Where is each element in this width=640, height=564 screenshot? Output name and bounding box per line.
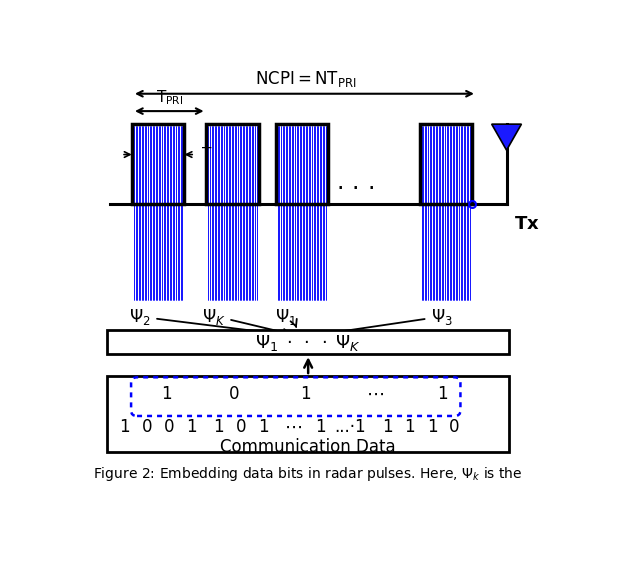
Text: 1: 1 xyxy=(382,418,393,437)
Bar xyxy=(276,124,328,205)
Bar xyxy=(132,124,184,205)
Text: ...·1: ...·1 xyxy=(335,418,366,437)
Bar xyxy=(207,124,259,205)
Text: Figure 2: Embedding data bits in radar pulses. Here, $\Psi_k$ is the: Figure 2: Embedding data bits in radar p… xyxy=(93,465,523,483)
Bar xyxy=(207,124,259,205)
Text: $\cdots$: $\cdots$ xyxy=(366,385,384,403)
Polygon shape xyxy=(492,124,522,150)
Text: 0: 0 xyxy=(449,418,460,437)
Text: T: T xyxy=(202,147,211,162)
FancyBboxPatch shape xyxy=(108,331,509,354)
Text: 1: 1 xyxy=(427,418,438,437)
Text: 0: 0 xyxy=(141,418,152,437)
Text: $\Psi_1$: $\Psi_1$ xyxy=(275,307,297,327)
Bar xyxy=(276,124,328,205)
Text: 1: 1 xyxy=(316,418,326,437)
Text: $\Psi_3$: $\Psi_3$ xyxy=(431,307,453,327)
Text: 0: 0 xyxy=(164,418,175,437)
Bar xyxy=(132,124,184,205)
Text: 1: 1 xyxy=(214,418,224,437)
Text: 1: 1 xyxy=(119,418,130,437)
FancyBboxPatch shape xyxy=(108,376,509,452)
Bar xyxy=(420,124,472,205)
Text: $\cdot$ $\cdot$ $\cdot$: $\cdot$ $\cdot$ $\cdot$ xyxy=(336,177,374,201)
Text: 1: 1 xyxy=(436,385,447,403)
Text: T$_{\mathrm{PRI}}$: T$_{\mathrm{PRI}}$ xyxy=(156,88,183,107)
Text: Communication Data: Communication Data xyxy=(220,438,396,456)
Text: 1: 1 xyxy=(404,418,415,437)
Bar xyxy=(420,124,472,205)
Text: 0: 0 xyxy=(228,385,239,403)
Text: 1: 1 xyxy=(186,418,197,437)
Text: 1: 1 xyxy=(258,418,269,437)
Text: $\mathbf{Tx}$: $\mathbf{Tx}$ xyxy=(513,215,540,233)
Text: 1: 1 xyxy=(161,385,172,403)
Text: 1: 1 xyxy=(300,385,311,403)
Text: $\Psi_2$: $\Psi_2$ xyxy=(129,307,150,327)
Text: NCPI$=$NT$_{\mathrm{PRI}}$: NCPI$=$NT$_{\mathrm{PRI}}$ xyxy=(255,68,356,89)
Text: $\Psi_1\;\cdot\;\cdot\;\cdot\;\Psi_K$: $\Psi_1\;\cdot\;\cdot\;\cdot\;\Psi_K$ xyxy=(255,333,361,352)
Text: $\Psi_K$: $\Psi_K$ xyxy=(202,307,226,327)
Text: $\cdots$: $\cdots$ xyxy=(284,418,302,437)
Text: 0: 0 xyxy=(236,418,246,437)
